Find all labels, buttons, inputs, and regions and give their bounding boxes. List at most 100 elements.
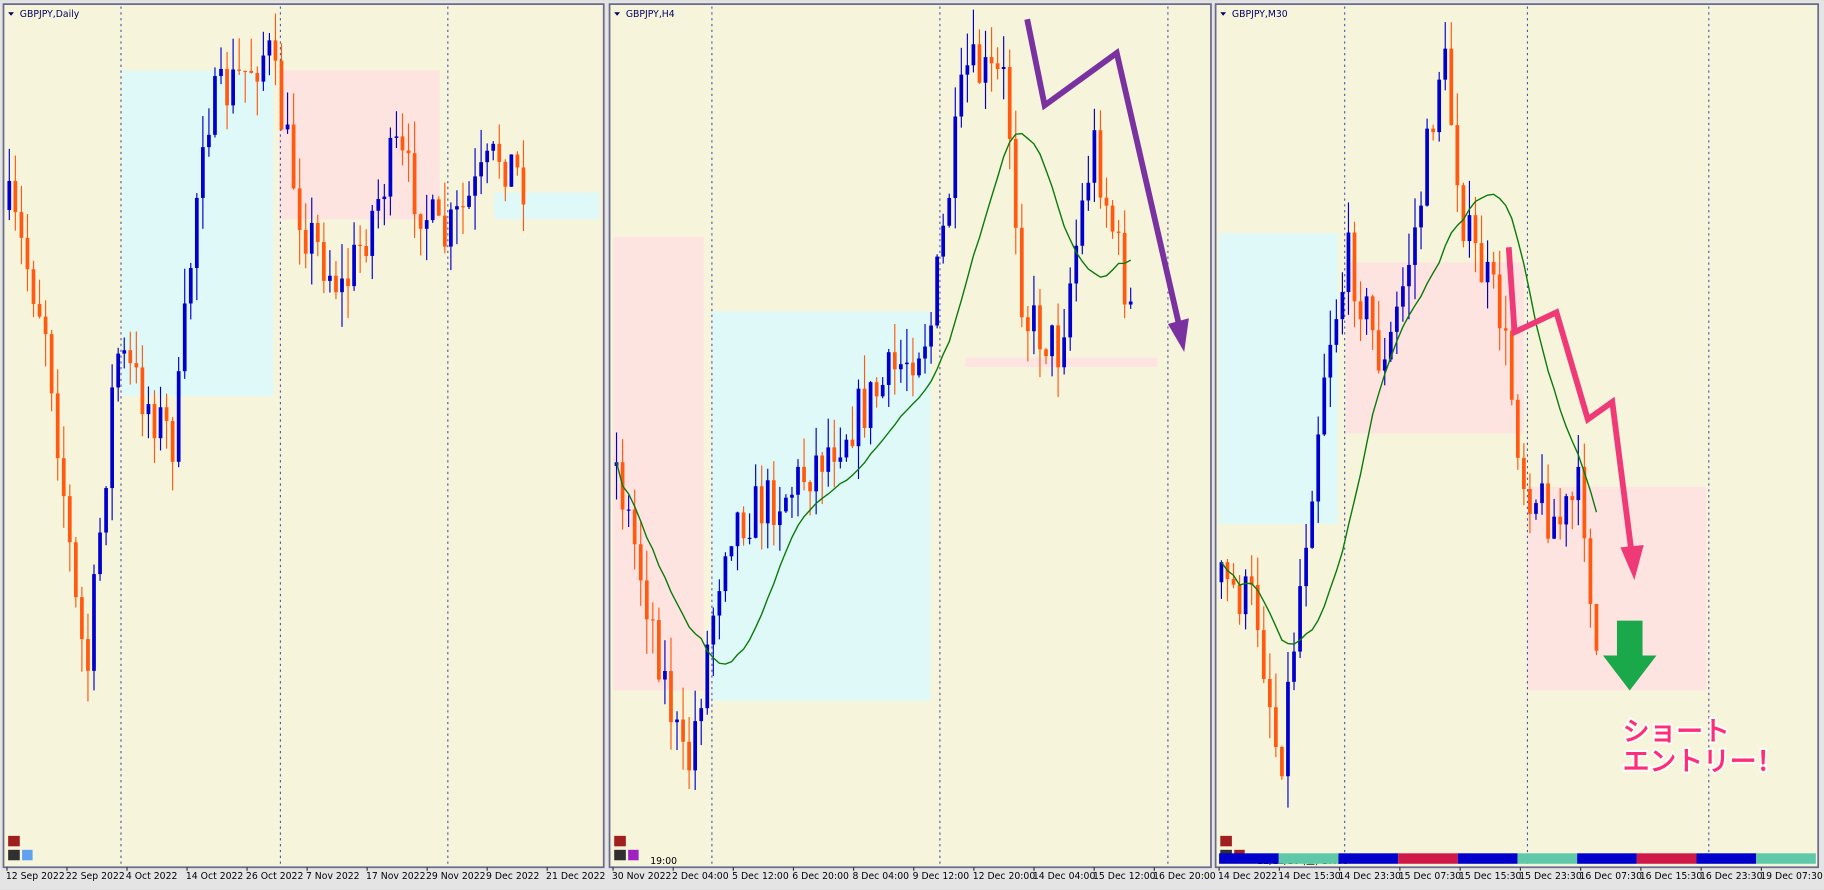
candle-body xyxy=(989,57,994,64)
candle-body xyxy=(1013,138,1018,228)
candle-body xyxy=(802,466,806,483)
candle-body xyxy=(340,278,344,293)
candle-body xyxy=(1292,651,1296,682)
candle-body xyxy=(430,199,435,221)
candle-body xyxy=(1098,130,1103,198)
candle-body xyxy=(394,136,399,138)
candle-body xyxy=(134,363,139,368)
candle-body xyxy=(243,70,248,72)
candle-body xyxy=(1322,377,1327,435)
x-axis-label: 22 Sep 2022 xyxy=(66,871,125,882)
arrow-head xyxy=(1167,318,1189,352)
candle-body xyxy=(1304,547,1308,587)
candle-body xyxy=(485,150,490,163)
candle-body xyxy=(1007,66,1012,139)
candle-body xyxy=(86,639,90,671)
candle-body xyxy=(1310,501,1315,548)
candle-body xyxy=(941,225,946,257)
candle-body xyxy=(886,352,891,385)
candle-body xyxy=(1255,584,1260,631)
candle-body xyxy=(705,644,710,709)
title-marker xyxy=(614,12,621,16)
panel-button xyxy=(8,835,20,847)
candle-body xyxy=(309,222,314,254)
candle-body xyxy=(1358,301,1363,320)
candle-body xyxy=(983,57,988,83)
candle-body xyxy=(455,206,459,210)
candle-body xyxy=(1570,496,1575,501)
candle-body xyxy=(917,358,921,376)
candle-body xyxy=(790,494,794,498)
candle-body xyxy=(911,362,915,376)
candle-body xyxy=(164,407,169,421)
candle-body xyxy=(1582,466,1587,539)
x-axis-label: 8 Dec 04:00 xyxy=(852,871,909,882)
time-label: 19:00 xyxy=(650,856,677,867)
candle-body xyxy=(699,708,704,722)
x-axis-label: 14 Dec 23:30 xyxy=(1338,871,1401,882)
session-bar xyxy=(1577,853,1637,864)
candle-body xyxy=(1407,264,1411,287)
x-axis-label: 17 Nov 2022 xyxy=(366,871,426,882)
candle-body xyxy=(442,215,447,247)
session-bar xyxy=(1278,853,1339,864)
chart-panel: GBPJPY,Daily 12 Sep 2022 22 Sep 2022 4 Oct … xyxy=(2,3,605,882)
candle-body xyxy=(1376,330,1381,371)
candle-body xyxy=(650,619,655,621)
session-bar xyxy=(1756,853,1816,864)
candle-body xyxy=(1576,466,1581,501)
candle-body xyxy=(364,246,369,256)
candle-body xyxy=(1219,562,1224,583)
candle-body xyxy=(1425,128,1429,206)
candle-body xyxy=(735,512,740,547)
candle-body xyxy=(273,40,278,61)
candle-body xyxy=(759,486,764,524)
candle-body xyxy=(1485,261,1490,283)
session-bar xyxy=(1636,853,1697,864)
candle-body xyxy=(1346,232,1351,293)
candle-body xyxy=(1443,48,1448,80)
annotation: エントリー！ xyxy=(1623,747,1784,778)
candle-body xyxy=(862,388,867,429)
candle-body xyxy=(249,70,254,73)
candle-body xyxy=(67,496,72,543)
session-bar xyxy=(1398,853,1458,864)
candle-body xyxy=(1044,349,1048,357)
candle-body xyxy=(261,55,266,82)
candle-body xyxy=(491,143,496,151)
x-axis-label: 15 Dec 15:30 xyxy=(1459,871,1522,882)
candle-body xyxy=(406,150,411,154)
candle-body xyxy=(25,237,30,270)
candle-body xyxy=(376,199,381,211)
candle-body xyxy=(1286,681,1290,777)
panel-button xyxy=(614,835,626,847)
candle-body xyxy=(1032,305,1036,332)
moving-average xyxy=(1220,193,1598,645)
x-axis-label: 12 Dec 20:00 xyxy=(973,871,1036,882)
x-axis-label: 9 Dec 12:00 xyxy=(913,871,970,882)
candle-body xyxy=(158,407,163,439)
candle-body xyxy=(1588,538,1593,604)
candle-body xyxy=(1267,678,1272,708)
candle-body xyxy=(965,65,970,75)
candle-body xyxy=(1056,325,1060,368)
session-bar xyxy=(1517,853,1578,864)
moving-average xyxy=(615,132,1132,665)
candle-body xyxy=(461,206,465,208)
candle-body xyxy=(1437,79,1442,133)
candle-body xyxy=(868,382,873,429)
candle-body xyxy=(1116,231,1121,233)
chart-panel: GBPJPY,H4 30 Nov 2022 2 Dec 04:00 5 Dec 12:… xyxy=(608,3,1216,882)
candle-body xyxy=(1019,227,1024,318)
candle-body xyxy=(92,574,96,671)
candle-body xyxy=(1552,516,1556,539)
candle-body xyxy=(905,362,909,365)
candle-body xyxy=(874,382,879,397)
candle-body xyxy=(1509,330,1514,400)
candle-body xyxy=(995,63,1000,70)
candle-body xyxy=(255,72,260,82)
candle-body xyxy=(1522,457,1526,490)
title-marker xyxy=(8,12,14,16)
